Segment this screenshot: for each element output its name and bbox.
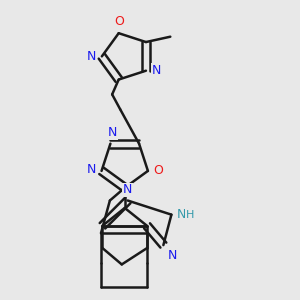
Text: N: N bbox=[87, 50, 97, 63]
Text: N: N bbox=[177, 208, 186, 221]
Text: N: N bbox=[123, 183, 132, 196]
Text: O: O bbox=[153, 164, 163, 177]
Text: N: N bbox=[151, 64, 161, 77]
Text: H: H bbox=[186, 210, 194, 220]
Text: O: O bbox=[114, 15, 124, 28]
Text: N: N bbox=[168, 249, 178, 262]
Text: N: N bbox=[107, 126, 117, 139]
Text: N: N bbox=[87, 163, 96, 176]
